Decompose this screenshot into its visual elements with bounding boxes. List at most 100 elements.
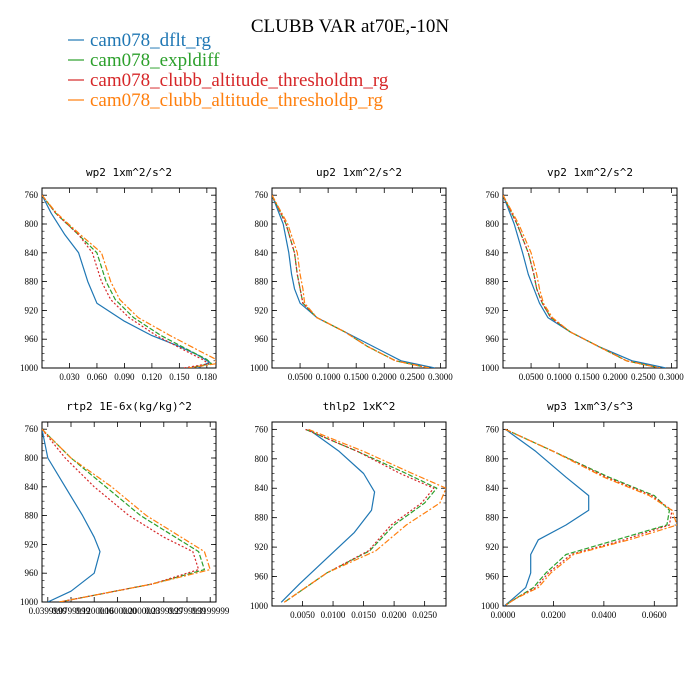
y-tick-label: 1000 — [20, 363, 39, 373]
series-line — [503, 194, 661, 368]
panel: up2 1xm^2/s^2 760 800 840 880 920 960 1000 0.050… — [250, 166, 453, 382]
y-tick-label: 840 — [255, 248, 269, 258]
y-tick-label: 840 — [486, 483, 500, 493]
legend: cam078_dflt_rgcam078_expldiffcam078_club… — [68, 30, 389, 111]
y-tick-label: 1000 — [250, 363, 269, 373]
x-tick-label: 0.1500 — [344, 372, 369, 382]
series-line — [283, 428, 438, 603]
y-tick-label: 880 — [25, 277, 39, 287]
y-tick-label: 960 — [25, 334, 39, 344]
x-tick-label: 0.2000 — [603, 372, 628, 382]
x-tick-label: 0.0150 — [351, 610, 376, 620]
x-tick-label: 0.120 — [142, 372, 163, 382]
panel: vp2 1xm^2/s^2 760 800 840 880 920 960 1000 0.050… — [481, 166, 684, 382]
plot-frame — [271, 187, 447, 369]
panel-title: up2 1xm^2/s^2 — [316, 166, 402, 179]
panels: wp2 1xm^2/s^2 760 800 840 880 920 960 1000 0.030… — [20, 166, 684, 620]
x-tick-label: 0.0400 — [591, 610, 616, 620]
x-tick-label: 0.2000 — [372, 372, 397, 382]
y-tick-label: 760 — [25, 424, 39, 434]
series-line — [42, 428, 205, 602]
y-tick-label: 920 — [255, 305, 269, 315]
y-tick-label: 920 — [25, 539, 39, 549]
y-tick-label: 760 — [255, 424, 269, 434]
series-line — [42, 428, 200, 602]
x-tick-label: 0.2000000 — [121, 606, 160, 616]
y-tick-label: 920 — [486, 542, 500, 552]
x-tick-label: 0.2399999 — [145, 606, 184, 616]
series-line — [272, 194, 430, 368]
x-tick-label: 0.060 — [87, 372, 108, 382]
x-tick-label: 0.0500 — [288, 372, 313, 382]
x-tick-label: 0.030 — [59, 372, 80, 382]
panel-title: wp3 1xm^3/s^3 — [547, 400, 633, 413]
series-line — [42, 428, 211, 602]
y-tick-label: 1000 — [20, 597, 39, 607]
y-tick-label: 1000 — [481, 601, 500, 611]
x-tick-label: 0.090 — [114, 372, 135, 382]
x-tick-label: 0.3000 — [659, 372, 684, 382]
y-tick-label: 960 — [255, 572, 269, 582]
x-tick-label: 0.1200000 — [75, 606, 114, 616]
plot-frame — [41, 421, 217, 603]
series-line — [503, 194, 661, 368]
series-line — [42, 194, 216, 368]
plot-frame — [502, 421, 678, 607]
y-tick-label: 800 — [486, 219, 500, 229]
y-tick-label: 920 — [25, 305, 39, 315]
y-tick-label: 1000 — [250, 601, 269, 611]
y-tick-label: 840 — [486, 248, 500, 258]
panel-title: rtp2 1E-6x(kg/kg)^2 — [66, 400, 192, 413]
plot-frame — [271, 421, 447, 607]
legend-label: cam078_expldiff — [90, 50, 220, 71]
x-tick-label: 0.0600 — [642, 610, 667, 620]
panel: wp2 1xm^2/s^2 760 800 840 880 920 960 1000 0.030… — [20, 166, 217, 382]
series-line — [503, 428, 671, 606]
x-tick-label: 0.0200 — [382, 610, 407, 620]
series-line — [503, 428, 590, 606]
x-tick-label: 0.2500 — [631, 372, 656, 382]
y-tick-label: 880 — [486, 277, 500, 287]
y-tick-label: 880 — [255, 277, 269, 287]
x-tick-label: 0.2799999 — [168, 606, 207, 616]
y-tick-label: 880 — [25, 511, 39, 521]
series-line — [283, 428, 435, 603]
y-tick-label: 760 — [25, 190, 39, 200]
plot-frame — [41, 187, 217, 369]
series-line — [503, 194, 661, 368]
series-line — [280, 428, 376, 603]
panel-title: vp2 1xm^2/s^2 — [547, 166, 633, 179]
legend-label: cam078_dflt_rg — [90, 30, 212, 51]
y-tick-label: 840 — [255, 483, 269, 493]
y-tick-label: 960 — [255, 334, 269, 344]
legend-label: cam078_clubb_altitude_thresholdp_rg — [90, 90, 384, 111]
y-tick-label: 760 — [486, 424, 500, 434]
legend-label: cam078_clubb_altitude_thresholdm_rg — [90, 70, 389, 91]
y-tick-label: 1000 — [481, 363, 500, 373]
y-tick-label: 760 — [255, 190, 269, 200]
series-line — [272, 194, 430, 368]
y-tick-label: 960 — [25, 568, 39, 578]
y-tick-label: 800 — [255, 454, 269, 464]
series-line — [503, 428, 673, 606]
x-tick-label: 0.180 — [197, 372, 218, 382]
x-tick-label: 0.0799999 — [52, 606, 91, 616]
y-tick-label: 800 — [255, 219, 269, 229]
y-tick-label: 960 — [486, 334, 500, 344]
series-line — [42, 194, 210, 368]
x-tick-label: 0.0000 — [491, 610, 516, 620]
figure-title: CLUBB VAR at70E,-10N — [251, 16, 450, 37]
panel-title: wp2 1xm^2/s^2 — [86, 166, 172, 179]
x-tick-label: 0.0050 — [290, 610, 315, 620]
x-tick-label: 0.0100 — [321, 610, 346, 620]
x-tick-label: 0.0200 — [541, 610, 566, 620]
x-tick-label: 0.0500 — [519, 372, 544, 382]
panel: wp3 1xm^3/s^3 760 800 840 880 920 960 10000.000… — [481, 400, 678, 620]
x-tick-label: 0.1000 — [547, 372, 572, 382]
y-tick-label: 800 — [486, 454, 500, 464]
panel-title: thlp2 1xK^2 — [323, 400, 396, 413]
x-tick-label: 0.150 — [169, 372, 190, 382]
plot-frame — [502, 187, 678, 369]
y-tick-label: 840 — [25, 482, 39, 492]
